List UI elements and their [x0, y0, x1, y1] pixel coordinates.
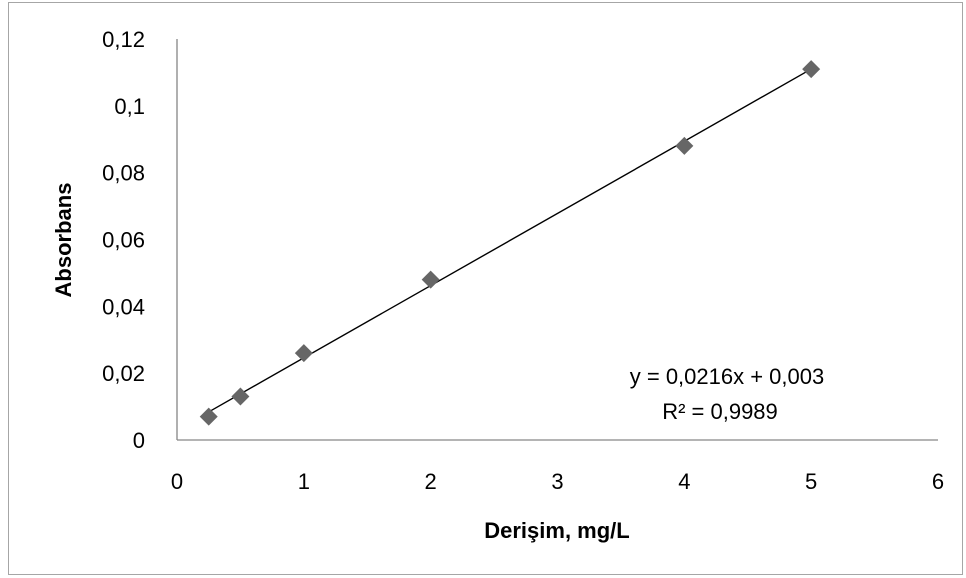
data-point	[421, 270, 440, 289]
data-point	[294, 344, 313, 363]
y-tick-label: 0,12	[102, 27, 145, 52]
trendline-equation: y = 0,0216x + 0,003	[630, 364, 825, 389]
x-tick-label: 6	[932, 469, 944, 494]
axes	[176, 39, 938, 441]
y-axis-title: Absorbans	[51, 183, 76, 298]
x-tick-label: 0	[171, 469, 183, 494]
x-tick-label: 3	[551, 469, 563, 494]
x-tick-label: 5	[805, 469, 817, 494]
data-points	[199, 60, 821, 426]
y-tick-label: 0,02	[102, 361, 145, 386]
y-tick-label: 0,04	[102, 294, 145, 319]
data-point	[675, 136, 694, 155]
x-tick-label: 2	[425, 469, 437, 494]
y-tick-label: 0,06	[102, 228, 145, 253]
data-point	[199, 407, 218, 426]
y-tick-label: 0,1	[114, 94, 145, 119]
trendline-r-squared: R² = 0,9989	[662, 399, 778, 424]
x-axis-title: Derişim, mg/L	[484, 518, 629, 543]
y-tick-labels: 0 0,02 0,04 0,06 0,08 0,1 0,12	[102, 27, 145, 453]
trendline	[208, 68, 812, 413]
x-tick-label: 4	[678, 469, 690, 494]
data-point	[802, 60, 821, 79]
data-point	[231, 387, 250, 406]
x-tick-labels: 0 1 2 3 4 5 6	[171, 469, 944, 494]
y-tick-label: 0	[133, 428, 145, 453]
y-tick-label: 0,08	[102, 161, 145, 186]
x-tick-label: 1	[298, 469, 310, 494]
chart-frame	[8, 2, 963, 575]
